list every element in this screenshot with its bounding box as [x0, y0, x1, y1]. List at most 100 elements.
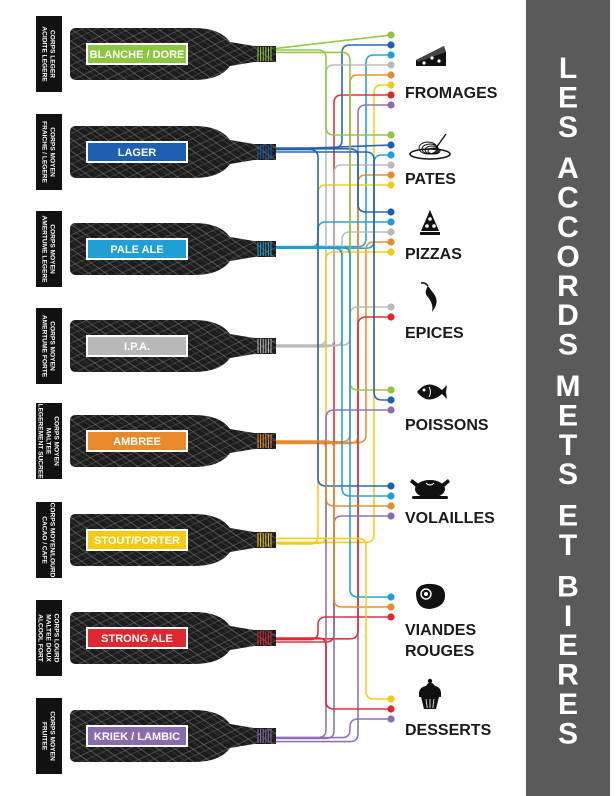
- pairing-dot-kriek: [387, 101, 395, 109]
- food-label: DESSERTS: [405, 722, 492, 739]
- food-pates: PATES: [387, 131, 456, 189]
- title-letter: C: [557, 211, 579, 244]
- pairing-dot-lager: [387, 41, 395, 49]
- chili-icon: [420, 282, 437, 312]
- beer-description-strip: [36, 600, 62, 676]
- beer-label: STOUT/PORTER: [94, 535, 180, 547]
- pairing-dot-blanche: [387, 31, 395, 39]
- beer-description-line: ALCOOL FORT: [37, 614, 44, 662]
- steak-icon: [416, 583, 446, 609]
- pairing-dot-pale_ale: [387, 151, 395, 159]
- pairing-dot-lager: [387, 208, 395, 216]
- beer-description-line: CORPS MOYEN: [49, 711, 56, 761]
- connection-line-lager-pizzas: [276, 148, 391, 213]
- pairing-dot-ambree: [387, 71, 395, 79]
- connection-line-blanche-fromages: [275, 34, 392, 50]
- connection-line-strong-desserts: [276, 637, 391, 710]
- cupcake-icon: [418, 678, 442, 709]
- title-letter: S: [558, 717, 578, 750]
- beer-label-background: [88, 240, 186, 258]
- beer-description-strip: [36, 211, 62, 287]
- food-poissons: POISSONS: [387, 384, 489, 434]
- pairing-dot-ambree: [387, 238, 395, 246]
- pairing-dot-pale_ale: [387, 218, 395, 226]
- pairing-dot-ipa: [387, 228, 395, 236]
- pairing-dot-stout: [387, 81, 395, 89]
- pairing-dot-kriek: [387, 512, 395, 520]
- beer-label-background: [88, 337, 186, 355]
- cheese-icon: [416, 46, 446, 66]
- food-label: PIZZAS: [405, 246, 462, 263]
- beer-label: PALE ALE: [110, 244, 163, 256]
- beer-description-strip: [36, 16, 62, 92]
- connection-line-lager-volailles: [276, 148, 391, 487]
- beer-description-strip: [36, 403, 62, 479]
- beer-label: AMBREE: [113, 436, 161, 448]
- food-label: FROMAGES: [405, 85, 498, 102]
- beer-description-line: FRUITEE: [41, 722, 48, 751]
- pairing-dot-lager: [387, 396, 395, 404]
- title-letter: L: [559, 52, 577, 85]
- title-letter: E: [558, 629, 578, 662]
- pairing-dot-ipa: [387, 61, 395, 69]
- title-letter: M: [556, 370, 581, 403]
- connection-line-ambree-viandes: [276, 440, 391, 608]
- connection-line-stout-pizzas: [276, 251, 391, 544]
- beer-label-background: [88, 531, 186, 549]
- connection-line-kriek-desserts: [276, 718, 391, 739]
- beer-description-strip: [36, 502, 62, 578]
- pairing-dot-pale_ale: [387, 593, 395, 601]
- beer-description-line: ACIDITE LEGERE: [41, 26, 48, 82]
- beer-label: KRIEK / LAMBIC: [94, 731, 180, 743]
- beer-description-line: CORPS MOYEN: [49, 127, 56, 177]
- connection-lines: [275, 34, 392, 743]
- beer-label: I.P.A.: [124, 341, 150, 353]
- food-viandes: VIANDES ROUGES: [387, 583, 476, 660]
- beer-description-line: MALTEE: [45, 428, 52, 455]
- pairing-dot-blanche: [387, 386, 395, 394]
- pairing-dot-pale_ale: [387, 51, 395, 59]
- connection-line-strong-epices: [276, 316, 391, 640]
- pairing-dot-pale_ale: [387, 492, 395, 500]
- beer-description-line: AMERTUME FORTE: [41, 315, 48, 378]
- title-bar-background: [526, 0, 610, 796]
- food-label: VOLAILLES: [405, 510, 495, 527]
- food-volailles: VOLAILLES: [387, 479, 495, 527]
- beer-label: LAGER: [118, 147, 157, 159]
- title-letter: E: [558, 688, 578, 721]
- pizza-icon: [420, 210, 440, 235]
- fish-icon: [417, 384, 447, 400]
- food-label: ROUGES: [405, 643, 475, 660]
- pairing-dot-ambree: [387, 171, 395, 179]
- food-label: POISSONS: [405, 417, 489, 434]
- beer-label-background: [88, 629, 186, 647]
- beer-label-background: [88, 432, 186, 450]
- food-desserts: DESSERTS: [387, 678, 492, 739]
- food-pizzas: PIZZAS: [387, 208, 462, 263]
- pairing-dot-stout: [387, 248, 395, 256]
- food-label: PATES: [405, 171, 456, 188]
- connection-line-pale_ale-volailles: [276, 247, 391, 497]
- beer-description-line: CORPS MOYEN: [49, 321, 56, 371]
- pairing-dot-blanche: [387, 131, 395, 139]
- beer-description-line: CORPS MOYEN: [49, 224, 56, 274]
- title-letter: C: [557, 182, 579, 215]
- pairing-dot-lager: [387, 141, 395, 149]
- beer-description-line: FRAICHE / LEGERE: [41, 121, 48, 184]
- beer-description-line: CORPS MOYEN: [53, 416, 60, 466]
- chicken-icon: [410, 479, 450, 499]
- food-epices: EPICES: [387, 282, 464, 342]
